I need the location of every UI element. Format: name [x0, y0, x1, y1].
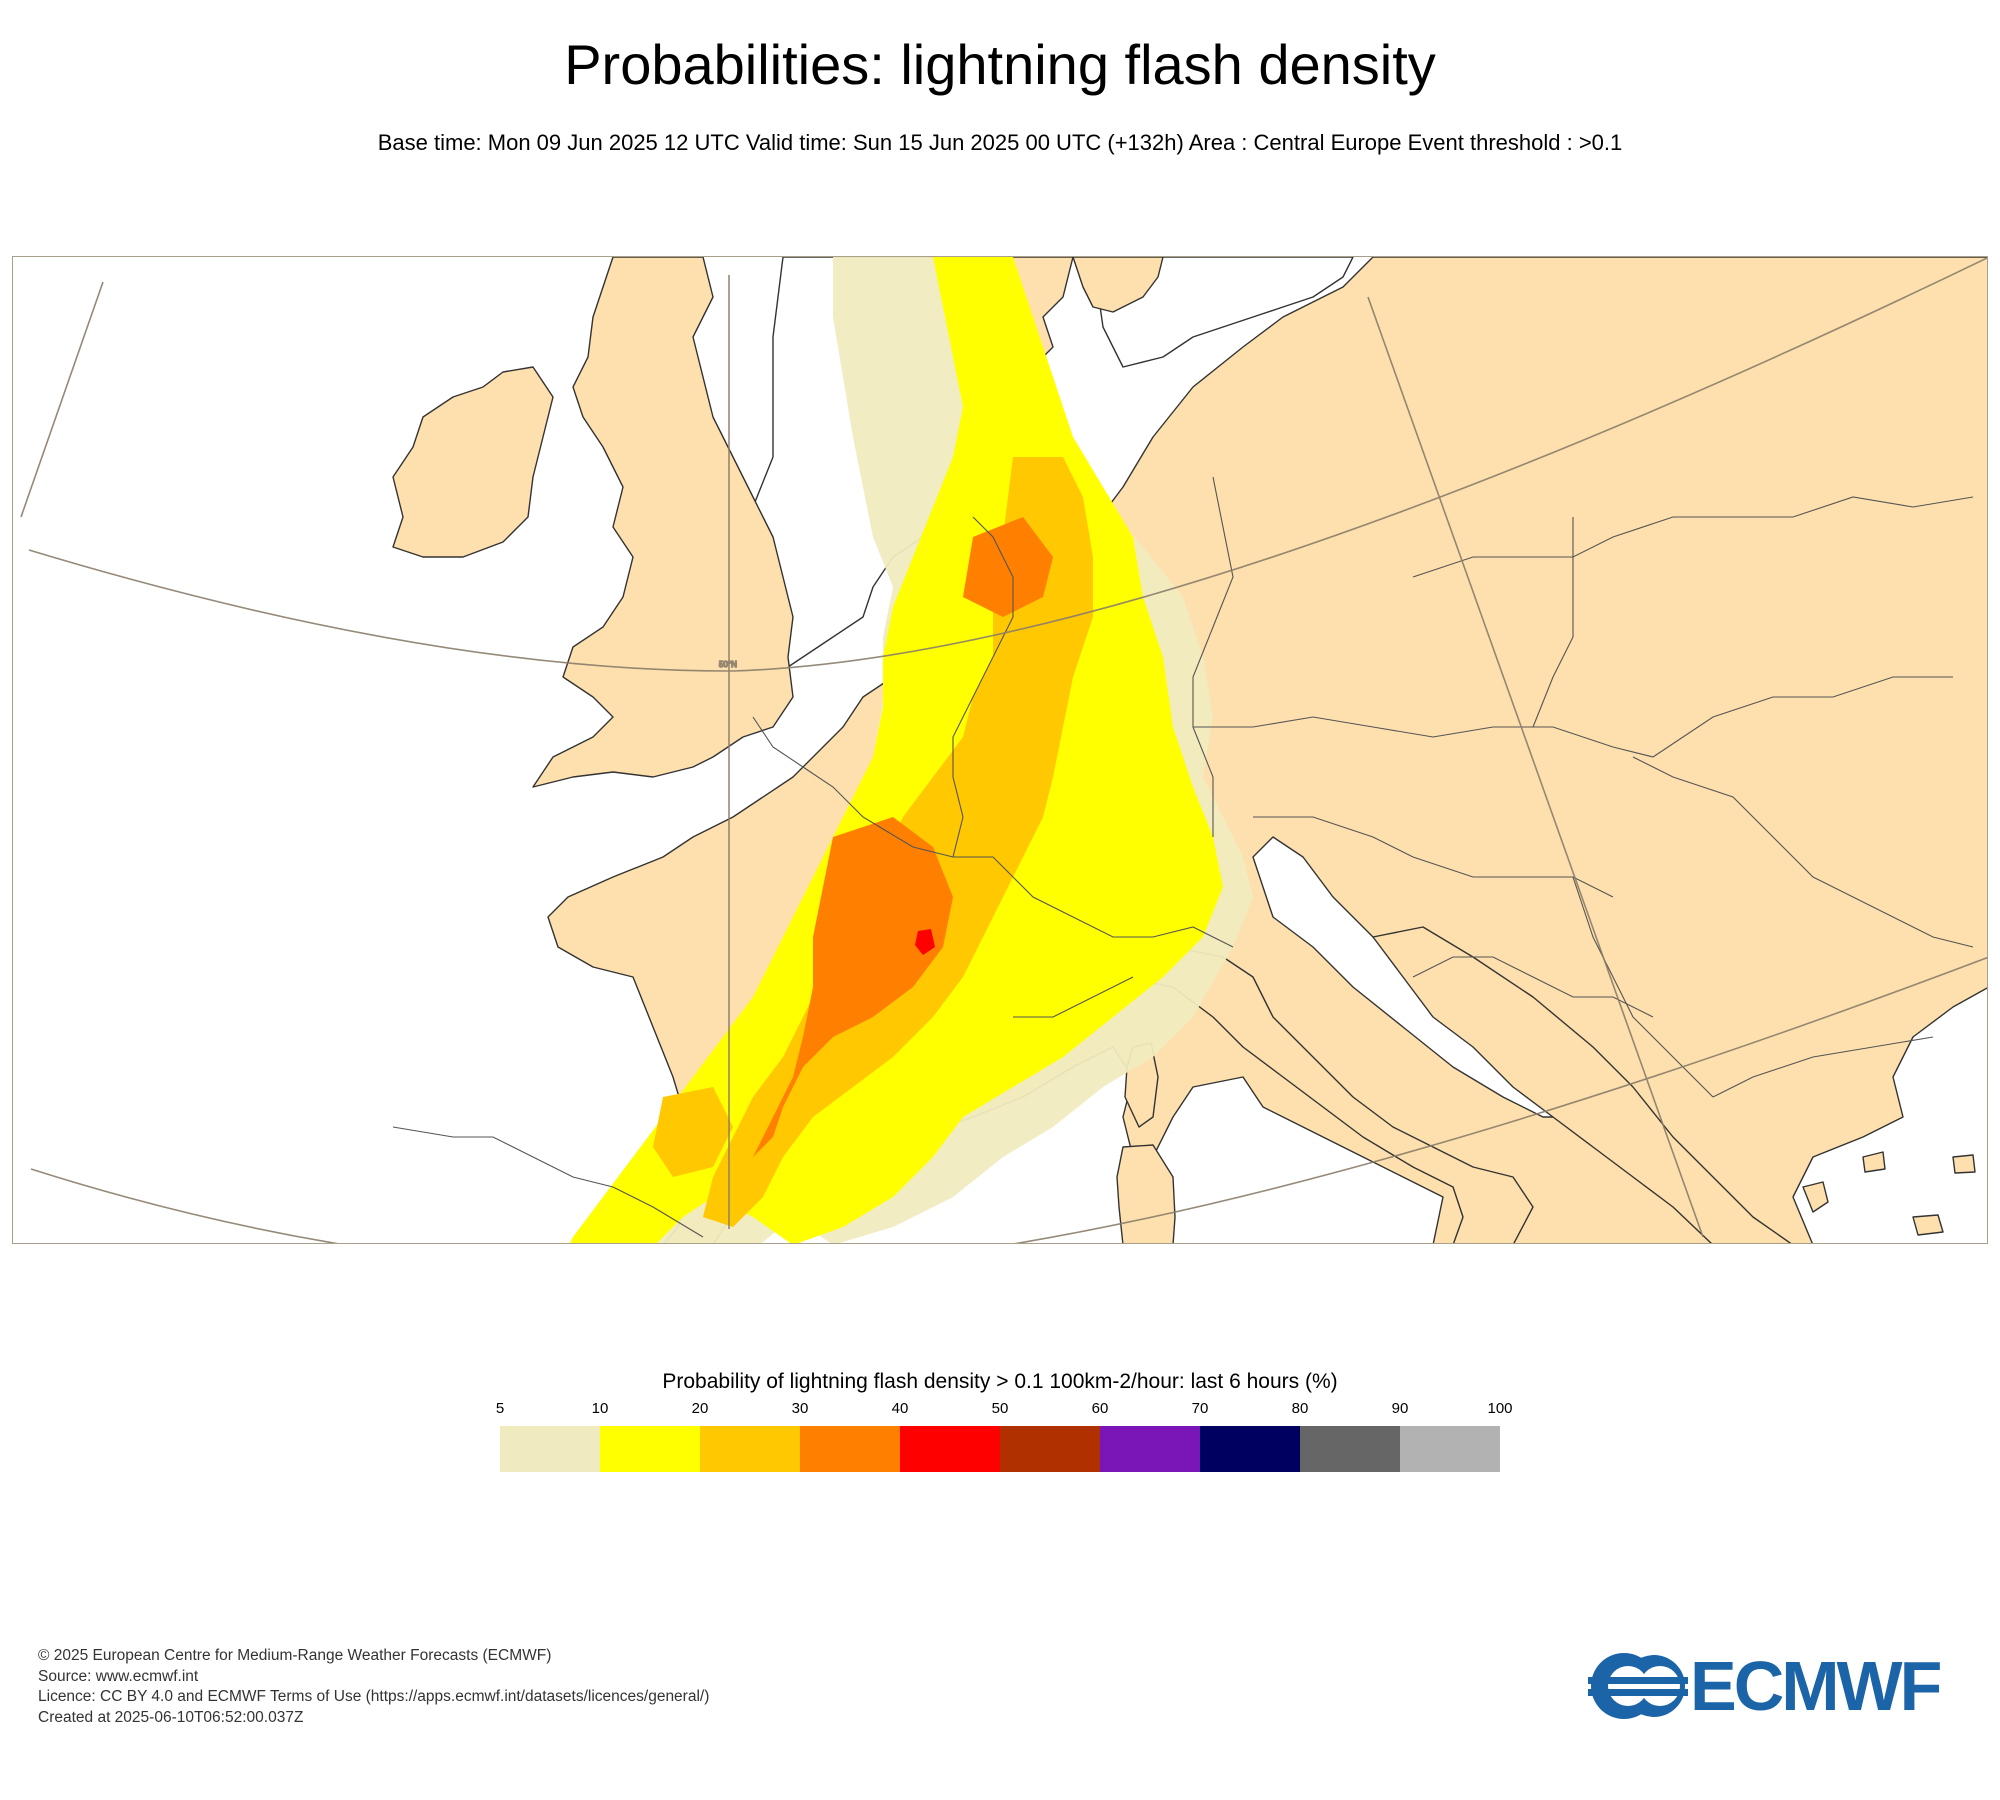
- sea-aegean: [1792, 987, 1987, 1243]
- legend-swatch: [500, 1426, 600, 1472]
- legend-swatch: [1100, 1426, 1200, 1472]
- legend-swatch: [1400, 1426, 1500, 1472]
- parallel-north: [28, 257, 1987, 672]
- footer-created: Created at 2025-06-10T06:52:00.037Z: [38, 1708, 304, 1726]
- ecmwf-wordmark: ECMWF: [1690, 1647, 1942, 1725]
- prob-30-40-band: [753, 817, 953, 1157]
- parallel-south: [30, 956, 1987, 1243]
- legend-title: Probability of lightning flash density >…: [662, 1370, 1338, 1393]
- legend-tick-label: 40: [891, 1400, 909, 1417]
- legend-swatch: [900, 1426, 1000, 1472]
- prob-20-30-blob-west: [653, 1087, 733, 1177]
- prob-40-50-spot: [915, 929, 935, 955]
- legend-tick-label: 20: [691, 1400, 709, 1417]
- probability-shading: [570, 257, 1253, 1243]
- land-scandinavia-south: [1072, 257, 1164, 313]
- legend-swatch: [800, 1426, 900, 1472]
- legend-tick-label: 10: [591, 1400, 609, 1417]
- legend-tick-label: 30: [791, 1400, 809, 1417]
- legend-swatch: [1000, 1426, 1100, 1472]
- meridian-east: [1367, 296, 1704, 1238]
- footer-source: Source: www.ecmwf.int: [38, 1667, 199, 1685]
- legend-swatch: [1300, 1426, 1400, 1472]
- legend-tick-label: 50: [991, 1400, 1009, 1417]
- legend-tick-label: 100: [1487, 1400, 1513, 1417]
- sea-baltic: [1092, 257, 1354, 368]
- meridian-west: [20, 281, 104, 518]
- legend-tick-label: 60: [1091, 1400, 1109, 1417]
- footer-copyright: © 2025 European Centre for Medium-Range …: [38, 1647, 552, 1664]
- ecmwf-logo: ECMWF: [1588, 1647, 1963, 1725]
- graticule: 50°N: [20, 257, 1987, 1243]
- chart-title: Probabilities: lightning flash density: [564, 33, 1436, 96]
- chart-subtitle: Base time: Mon 09 Jun 2025 12 UTC Valid …: [377, 130, 1623, 155]
- map-panel[interactable]: 50°N: [12, 256, 1988, 1244]
- land-great-britain: [532, 257, 794, 788]
- footer-credits: © 2025 European Centre for Medium-Range …: [38, 1646, 709, 1728]
- legend-swatch: [1200, 1426, 1300, 1472]
- country-borders: [392, 476, 1974, 1238]
- legend-ticks: 5 10 20 30 40 50 60 70 80 90 100: [0, 1400, 2000, 1422]
- legend-swatch: [700, 1426, 800, 1472]
- legend-tick-label: 5: [495, 1400, 505, 1417]
- footer-licence: Licence: CC BY 4.0 and ECMWF Terms of Us…: [38, 1688, 710, 1705]
- land-ireland: [392, 366, 554, 558]
- legend-swatch: [600, 1426, 700, 1472]
- legend-colorbar: [500, 1426, 1500, 1472]
- land-greece-islands: [1802, 1151, 1976, 1236]
- ecmwf-emblem-icon: [1588, 1653, 1688, 1719]
- legend-tick-label: 80: [1291, 1400, 1309, 1417]
- land-italy: [1062, 936, 1534, 1243]
- probability-map: 50°N: [20, 257, 1987, 1243]
- legend-tick-label: 70: [1191, 1400, 1209, 1417]
- parallel-label: 50°N: [719, 660, 737, 669]
- land-balkans: [1372, 926, 1792, 1243]
- legend-tick-label: 90: [1391, 1400, 1409, 1417]
- land-sardinia: [1116, 1144, 1176, 1243]
